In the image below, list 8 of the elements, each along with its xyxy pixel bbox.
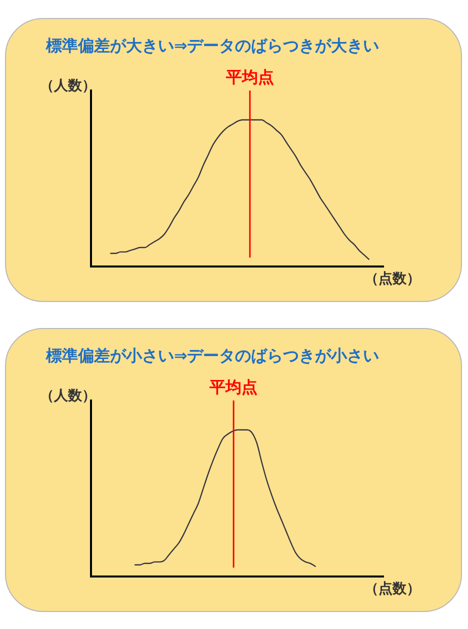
text: 平均点: [224, 68, 274, 87]
y-axis-title: （人数）: [40, 388, 96, 404]
chart-title: 標準偏差が小さい⇒データのばらつきが小さい: [46, 346, 380, 366]
x-axis-title: （点数）: [364, 271, 420, 288]
x-axis-title: （点数）: [364, 581, 420, 598]
y-axis-title: （人数）: [40, 78, 96, 94]
chart-title: 標準偏差が大きい⇒データのばらつきが大きい: [46, 36, 380, 56]
text: 平均点: [208, 378, 258, 397]
